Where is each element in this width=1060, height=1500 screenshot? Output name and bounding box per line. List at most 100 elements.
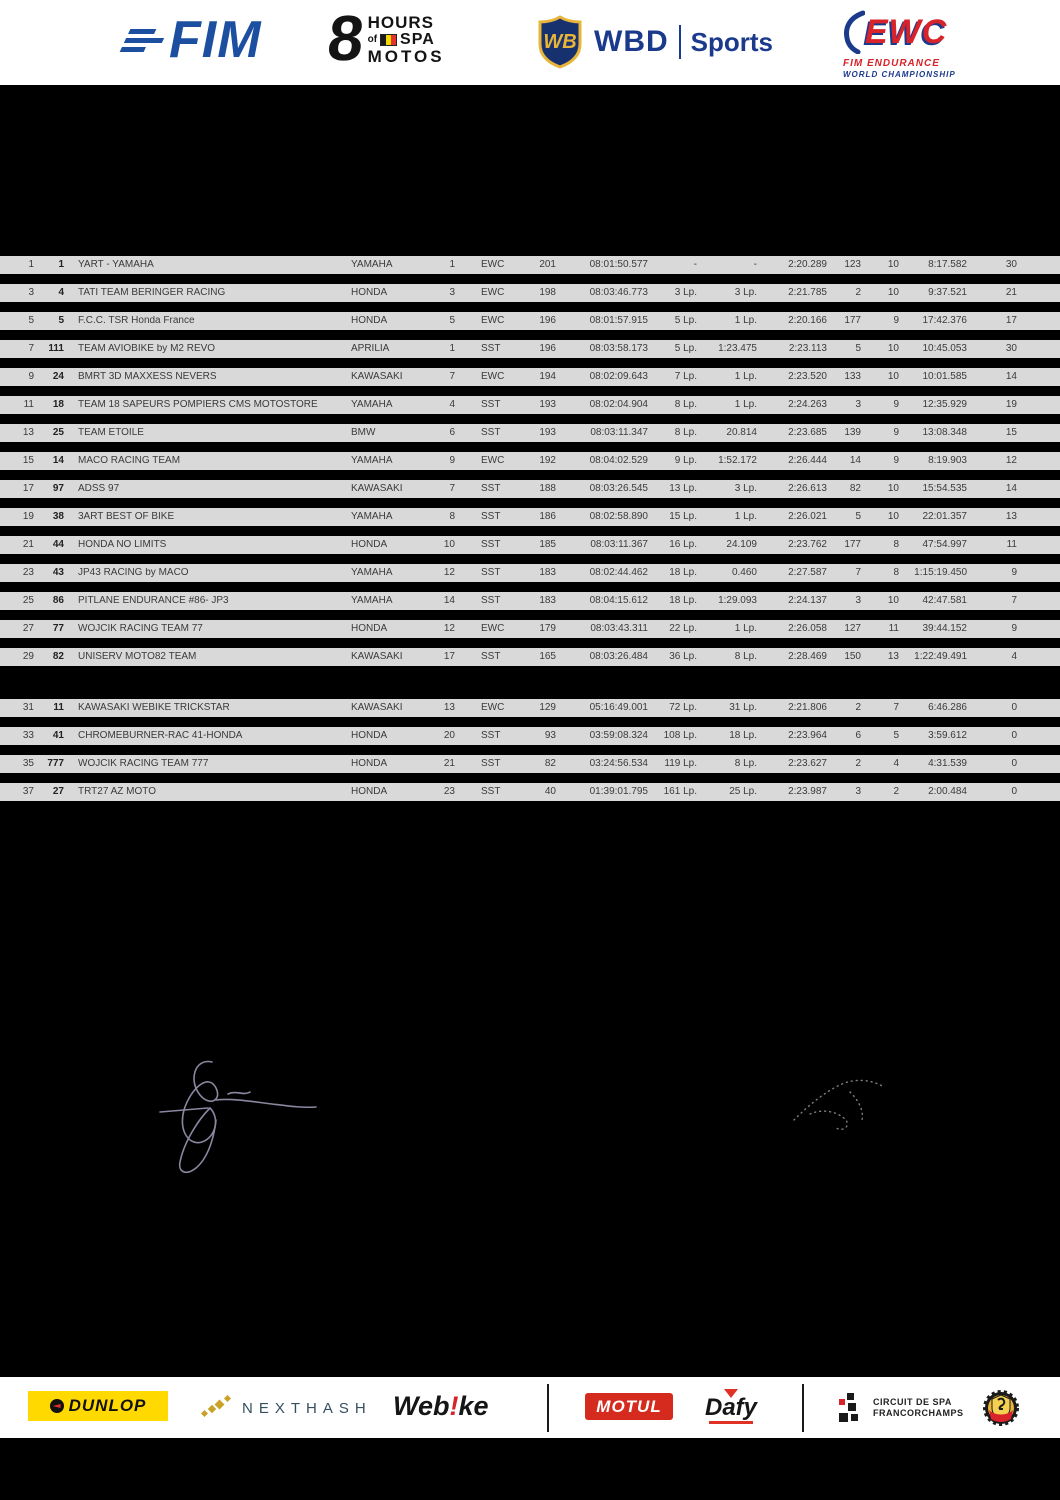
cell-team-name: WÓJCIK RACING TEAM 777 [78, 759, 209, 769]
cell-position: 25 [22, 596, 34, 606]
cell-points: 30 [1005, 260, 1017, 270]
ewc-series-line1: FIM ENDURANCE [843, 58, 940, 69]
cell-class-position: 23 [443, 787, 455, 797]
cell-best-lap-number: 177 [844, 540, 861, 550]
cell-class: SST [481, 484, 501, 494]
cell-bike-number: 777 [47, 759, 64, 769]
cell-total-time: 03:59:08.324 [589, 731, 648, 741]
cell-laps: 183 [539, 596, 556, 606]
cell-pit-time: 12:35.929 [922, 400, 968, 410]
cell-gap-to-first: 3 Lp. [674, 288, 697, 298]
cell-points: 19 [1005, 400, 1017, 410]
table-row: 33 41 CHROMEBURNER-RAC 41-HONDA HONDA 20… [0, 727, 1060, 745]
spa-circuit-icon [839, 1393, 858, 1422]
cell-bike-number: 86 [52, 596, 64, 606]
cell-manufacturer: YAMAHA [351, 400, 393, 410]
cell-pit-stops: 10 [887, 484, 899, 494]
cell-gap-to-previous: 1 Lp. [734, 316, 757, 326]
sponsor-band: DUNLOP NEXTHASH Web!ke MOTUL Dafy [0, 1377, 1060, 1438]
webike-bang: ! [449, 1391, 459, 1421]
table-row: 19 38 3ART BEST OF BIKE YAMAHA 8 SST 186… [0, 508, 1060, 526]
cell-class-position: 9 [449, 456, 455, 466]
spa8-big-eight: 8 [324, 2, 368, 74]
cell-best-lap-number: 133 [844, 372, 861, 382]
cell-gap-to-previous: 8 Lp. [734, 759, 757, 769]
table-row: 21 44 HONDA NO LIMITS HONDA 10 SST 185 0… [0, 536, 1060, 554]
cell-class: SST [481, 759, 501, 769]
cell-total-time: 08:02:44.462 [589, 568, 648, 578]
cell-best-lap: 2:26.021 [788, 512, 827, 522]
cell-bike-number: 38 [52, 512, 64, 522]
cell-manufacturer: YAMAHA [351, 512, 393, 522]
dafy-logo-text: Dafy [705, 1394, 758, 1421]
cell-gap-to-previous: 3 Lp. [734, 288, 757, 298]
cell-class-position: 12 [443, 568, 455, 578]
cell-team-name: YART - YAMAHA [78, 260, 154, 270]
webike-logo-text: Web!ke [393, 1391, 489, 1421]
cell-pit-time: 22:01.357 [922, 512, 968, 522]
nexthash-logo-text: NEXTHASH [242, 1399, 372, 1417]
cell-team-name: BMRT 3D MAXXESS NEVERS [78, 372, 217, 382]
cell-gap-to-first: 5 Lp. [674, 344, 697, 354]
cell-pit-time: 4:31.539 [928, 759, 967, 769]
cell-manufacturer: HONDA [351, 316, 388, 326]
cell-best-lap-number: 7 [855, 568, 861, 578]
cell-bike-number: 43 [52, 568, 64, 578]
cell-best-lap-number: 2 [855, 703, 861, 713]
wbd-sports-logo: WB WBD Sports [538, 15, 773, 69]
sponsor-divider-1 [547, 1384, 549, 1432]
cell-gap-to-previous: 20.814 [726, 428, 757, 438]
cell-gap-to-first: 8 Lp. [674, 400, 697, 410]
cell-best-lap: 2:24.263 [788, 400, 827, 410]
dunlop-d-icon [49, 1399, 64, 1413]
cell-pit-time: 10:01.585 [922, 372, 968, 382]
cell-gap-to-previous: 1 Lp. [734, 372, 757, 382]
cell-gap-to-previous: 1:29.093 [718, 596, 757, 606]
cell-manufacturer: KAWASAKI [351, 652, 403, 662]
cell-class: EWC [481, 316, 505, 326]
table-row: 25 86 PITLANE ENDURANCE #86- JP3 YAMAHA … [0, 592, 1060, 610]
cell-gap-to-first: 18 Lp. [669, 596, 697, 606]
cell-pit-stops: 2 [893, 787, 899, 797]
cell-best-lap: 2:28.469 [788, 652, 827, 662]
cell-points: 12 [1005, 456, 1017, 466]
wbd-division-text: Sports [690, 26, 773, 57]
cell-laps: 196 [539, 344, 556, 354]
cell-gap-to-first: 9 Lp. [674, 456, 697, 466]
cell-position: 29 [22, 652, 34, 662]
cell-class: EWC [481, 288, 505, 298]
ewc-brand-text: EWC [865, 13, 948, 51]
wb-shield-icon: WB [538, 15, 582, 69]
cell-pit-stops: 9 [893, 316, 899, 326]
cell-pit-time: 3:59.612 [928, 731, 967, 741]
cell-pit-time: 6:46.286 [928, 703, 967, 713]
cell-laps: 194 [539, 372, 556, 382]
belgian-flag-icon [380, 33, 398, 46]
signature-2 [793, 1079, 883, 1130]
cell-laps: 201 [539, 260, 556, 270]
cell-manufacturer: KAWASAKI [351, 372, 403, 382]
cell-bike-number: 4 [58, 288, 64, 298]
table-row: 23 43 JP43 RACING by MACO YAMAHA 12 SST … [0, 564, 1060, 582]
cell-best-lap-number: 127 [844, 624, 861, 634]
cell-class-position: 8 [449, 512, 455, 522]
table-row: 17 97 ADSS 97 KAWASAKI 7 SST 188 08:03:2… [0, 480, 1060, 498]
cell-total-time: 08:02:58.890 [589, 512, 648, 522]
cell-points: 17 [1005, 316, 1017, 326]
cell-points: 13 [1005, 512, 1017, 522]
nexthash-icon [200, 1395, 232, 1418]
cell-gap-to-previous: 8 Lp. [734, 652, 757, 662]
crest-icon [983, 1390, 1019, 1426]
cell-laps: 93 [544, 731, 556, 741]
cell-best-lap: 2:23.113 [788, 344, 827, 354]
cell-class-position: 13 [443, 703, 455, 713]
cell-total-time: 08:03:26.545 [589, 484, 648, 494]
cell-total-time: 08:01:50.577 [589, 260, 648, 270]
spa8-motos-text: MOTOS [367, 47, 445, 67]
cell-pit-stops: 8 [893, 568, 899, 578]
cell-best-lap: 2:23.685 [788, 428, 827, 438]
cell-pit-time: 47:54.997 [922, 540, 968, 550]
cell-best-lap-number: 3 [855, 596, 861, 606]
cell-class: SST [481, 787, 501, 797]
header-band: FIM 8 HOURS of SPA MOTOS WB WBD Sports [0, 0, 1060, 85]
